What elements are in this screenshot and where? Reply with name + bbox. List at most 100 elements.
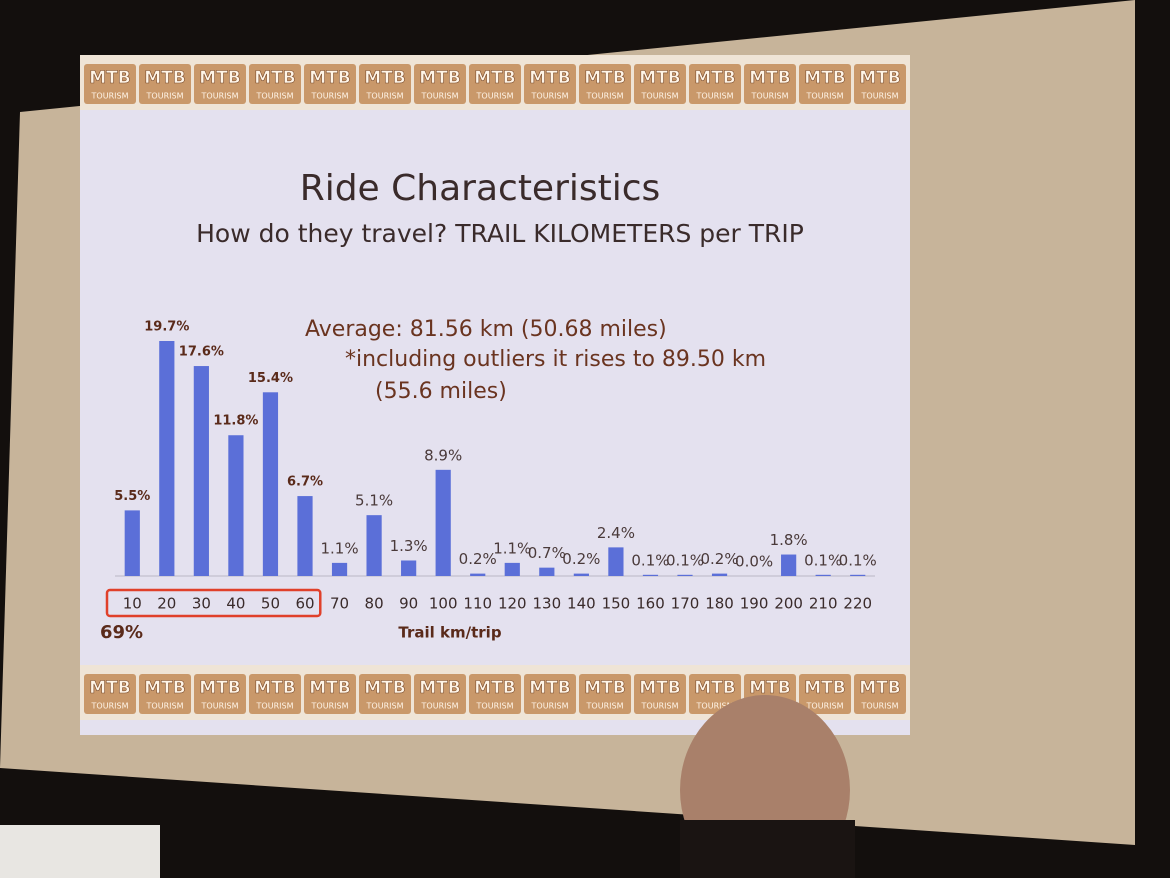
value-label: 17.6%: [179, 345, 224, 360]
bar: [815, 574, 831, 576]
logo-text: MTB: [694, 678, 735, 698]
logo-text: MTB: [859, 678, 900, 698]
logo-tagline: TOURISM: [146, 702, 184, 711]
highlight-box: [105, 588, 322, 618]
logo-tagline: TOURISM: [531, 92, 569, 101]
slide-subtitle: How do they travel? TRAIL KILOMETERS per…: [196, 219, 804, 248]
logo-text: MTB: [474, 68, 515, 88]
x-tick-label: 160: [636, 595, 665, 613]
bar: [159, 341, 175, 576]
logo-tile: [359, 64, 411, 104]
logo-tagline: TOURISM: [421, 92, 459, 101]
x-tick-label: 220: [843, 595, 872, 613]
bar: [504, 562, 520, 576]
value-label: 0.1%: [839, 551, 877, 569]
x-tick-label: 90: [399, 595, 418, 613]
slide: [80, 55, 910, 735]
highlight-label: 69%: [100, 622, 143, 643]
value-label: 0.7%: [528, 544, 566, 562]
bar: [608, 547, 624, 576]
value-label: 0.2%: [700, 550, 738, 568]
logo-tile: [469, 674, 521, 714]
logo-tagline: TOURISM: [146, 92, 184, 101]
bar: [193, 366, 209, 576]
value-label: 11.8%: [213, 414, 258, 429]
logo-text: MTB: [749, 68, 790, 88]
logo-tile: [524, 674, 576, 714]
logo-tagline: TOURISM: [861, 702, 899, 711]
x-tick-label: 100: [429, 595, 458, 613]
annotation: Average: 81.56 km (50.68 miles): [305, 317, 667, 342]
value-label: 1.8%: [770, 531, 808, 549]
logo-tagline: TOURISM: [586, 702, 624, 711]
bar: [228, 435, 244, 576]
bar: [470, 573, 486, 576]
logo-text: MTB: [639, 68, 680, 88]
bar: [781, 554, 797, 576]
logo-text: MTB: [309, 68, 350, 88]
logo-text: MTB: [419, 678, 460, 698]
x-tick-label: 80: [365, 595, 384, 613]
x-tick-label: 120: [498, 595, 527, 613]
logo-text: MTB: [749, 678, 790, 698]
logo-tagline: TOURISM: [641, 702, 679, 711]
logo-tile: [689, 674, 741, 714]
value-label: 0.2%: [459, 550, 497, 568]
value-label: 1.3%: [390, 537, 428, 555]
logo-tagline: TOURISM: [476, 92, 514, 101]
x-tick-label: 20: [157, 595, 176, 613]
logo-tagline: TOURISM: [806, 702, 844, 711]
value-label: 0.1%: [631, 551, 669, 569]
logo-tile: [744, 64, 796, 104]
logo-text: MTB: [254, 68, 295, 88]
logo-tile: [579, 64, 631, 104]
logo-tagline: TOURISM: [201, 702, 239, 711]
value-label: 6.7%: [287, 475, 323, 490]
logo-text: MTB: [364, 678, 405, 698]
logo-tagline: TOURISM: [476, 702, 514, 711]
x-tick-label: 10: [123, 595, 142, 613]
logo-tagline: TOURISM: [641, 92, 679, 101]
x-tick-label: 40: [226, 595, 245, 613]
logo-text: MTB: [199, 678, 240, 698]
bar: [262, 392, 279, 576]
logo-tagline: TOURISM: [256, 92, 294, 101]
logo-tile: [854, 674, 906, 714]
logo-tile: [304, 64, 356, 104]
logo-tile: [414, 674, 466, 714]
logo-text: MTB: [859, 68, 900, 88]
value-label: 0.1%: [666, 551, 704, 569]
logo-text: MTB: [804, 68, 845, 88]
value-label: 0.0%: [735, 553, 773, 571]
logo-text: MTB: [639, 678, 680, 698]
logo-tile: [84, 64, 136, 104]
value-label: 8.9%: [424, 446, 462, 464]
logo-text: MTB: [474, 678, 515, 698]
annotation: (55.6 miles): [375, 379, 507, 404]
x-axis-label: Trail km/trip: [398, 624, 501, 642]
bar: [539, 567, 555, 576]
logo-text: MTB: [144, 678, 185, 698]
logo-text: MTB: [89, 678, 130, 698]
bar: [331, 562, 348, 576]
logo-tagline: TOURISM: [366, 702, 404, 711]
x-tick-label: 190: [740, 595, 769, 613]
logo-tagline: TOURISM: [201, 92, 239, 101]
x-tick-label: 150: [602, 595, 631, 613]
x-tick-label: 70: [330, 595, 349, 613]
logo-tile: [689, 64, 741, 104]
logo-tile: [249, 674, 301, 714]
logo-tile: [194, 64, 246, 104]
logo-tile: [634, 674, 686, 714]
value-label: 5.5%: [114, 489, 150, 504]
logo-tagline: TOURISM: [91, 702, 129, 711]
bar: [850, 574, 866, 576]
logo-tile: [304, 674, 356, 714]
logo-tile: [579, 674, 631, 714]
logo-text: MTB: [529, 68, 570, 88]
logo-tagline: TOURISM: [531, 702, 569, 711]
logo-tile: [139, 64, 191, 104]
x-tick-label: 170: [671, 595, 700, 613]
logo-tagline: TOURISM: [311, 702, 349, 711]
logo-tagline: TOURISM: [861, 92, 899, 101]
